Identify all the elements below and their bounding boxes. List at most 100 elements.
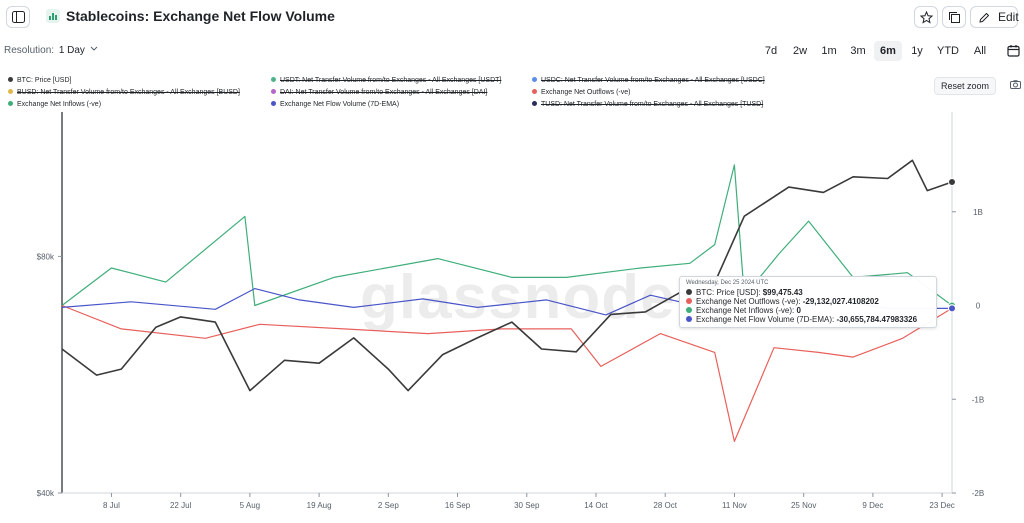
legend-label: USDT: Net Transfer Volume from/to Exchan… — [280, 77, 502, 84]
range-3m[interactable]: 3m — [850, 45, 866, 57]
x-tick-label: 22 Jul — [170, 501, 192, 510]
edit-button[interactable]: Edit — [970, 6, 1019, 28]
tooltip-marker — [686, 298, 692, 304]
series-line-btc-price-usd — [61, 159, 953, 392]
legend-marker — [8, 101, 13, 106]
tooltip-row-net-outflows: Exchange Net Outflows (-ve): -29,132,027… — [686, 297, 879, 306]
top-bar: Stablecoins: Exchange Net Flow Volume Ed… — [0, 0, 1024, 34]
reset-zoom-button[interactable]: Reset zoom — [934, 77, 996, 95]
tooltip-date: Wednesday, Dec 25 2024 UTC — [686, 280, 769, 286]
copy-icon — [949, 12, 960, 23]
x-tick-label: 23 Dec — [929, 501, 954, 510]
range-2w[interactable]: 2w — [792, 45, 808, 57]
chart-tooltip: Wednesday, Dec 25 2024 UTC BTC: Price [U… — [679, 276, 937, 328]
x-tick-label: 8 Jul — [103, 501, 120, 510]
tooltip-value: -30,655,784.47983326 — [836, 315, 918, 324]
x-tick-label: 9 Dec — [862, 501, 883, 510]
legend-label: TUSD: Net Transfer Volume from/to Exchan… — [541, 101, 764, 108]
x-tick-label: 25 Nov — [791, 501, 816, 510]
tooltip-marker — [686, 307, 692, 313]
legend-item-usdc[interactable]: USDC: Net Transfer Volume from/to Exchan… — [532, 76, 765, 85]
legend-label: DAI: Net Transfer Volume from/to Exchang… — [280, 89, 488, 96]
pencil-icon — [979, 12, 990, 23]
x-tick-label: 16 Sep — [445, 501, 471, 510]
legend-marker — [8, 89, 13, 94]
legend-item-dai[interactable]: DAI: Net Transfer Volume from/to Exchang… — [271, 88, 487, 97]
legend-marker — [271, 77, 276, 82]
tooltip-value: -29,132,027.4108202 — [802, 297, 879, 306]
hover-point-marker — [948, 304, 956, 313]
page-title: Stablecoins: Exchange Net Flow Volume — [66, 8, 335, 24]
legend-item-busd[interactable]: BUSD: Net Transfer Volume from/to Exchan… — [8, 88, 240, 97]
range-6m[interactable]: 6m — [874, 41, 902, 61]
x-tick-label: 14 Oct — [584, 501, 608, 510]
legend-item-btc-price[interactable]: BTC: Price [USD] — [8, 76, 71, 85]
calendar-icon[interactable] — [1007, 44, 1020, 57]
y-left-tick-label: $40k — [37, 489, 55, 498]
tooltip-value: $99,475.43 — [762, 288, 803, 297]
resolution-label: Resolution: — [4, 45, 55, 56]
tooltip-marker — [686, 316, 692, 322]
series-line-exchange-net-outflows-ve — [61, 304, 953, 442]
x-tick-label: 5 Aug — [240, 501, 260, 510]
tooltip-row-net-inflows: Exchange Net Inflows (-ve): 0 — [686, 306, 801, 315]
tooltip-marker — [686, 289, 692, 295]
sidebar-icon — [12, 11, 25, 23]
legend-label: BUSD: Net Transfer Volume from/to Exchan… — [17, 89, 240, 96]
resolution-value: 1 Day — [58, 45, 85, 56]
legend-label: USDC: Net Transfer Volume from/to Exchan… — [541, 77, 765, 84]
tooltip-label: Exchange Net Outflows (-ve): — [696, 297, 801, 306]
tooltip-label: BTC: Price [USD]: — [696, 288, 761, 297]
y-right-tick-label: -2B — [972, 489, 984, 498]
series-line-exchange-net-inflows-ve — [61, 164, 953, 307]
y-right-tick-label: 1B — [973, 208, 983, 217]
favorite-button[interactable] — [914, 6, 938, 28]
sidebar-toggle-button[interactable] — [6, 6, 30, 28]
legend-label: BTC: Price [USD] — [17, 77, 72, 84]
range-all[interactable]: All — [973, 45, 987, 57]
tooltip-label: Exchange Net Flow Volume (7D-EMA): — [696, 315, 835, 324]
legend-item-net-inflows[interactable]: Exchange Net Inflows (-ve) — [8, 100, 101, 109]
legend-marker — [271, 101, 276, 106]
chart-icon — [46, 9, 60, 23]
camera-icon[interactable] — [1010, 80, 1021, 89]
copy-button[interactable] — [942, 6, 966, 28]
x-tick-label: 11 Nov — [722, 501, 747, 510]
range-1m[interactable]: 1m — [821, 45, 837, 57]
legend-marker — [532, 77, 537, 82]
legend-label: Exchange Net Outflows (-ve) — [541, 89, 631, 96]
chart-markers — [948, 178, 956, 313]
x-tick-label: 30 Sep — [514, 501, 540, 510]
x-tick-label: 19 Aug — [307, 501, 332, 510]
legend-label: Exchange Net Flow Volume (7D-EMA) — [280, 101, 400, 108]
y-right-tick-label: -1B — [972, 395, 984, 404]
y-right-tick-label: 0 — [976, 302, 981, 311]
tooltip-value: 0 — [796, 306, 801, 315]
legend-marker — [8, 77, 13, 82]
range-ytd[interactable]: YTD — [937, 45, 959, 57]
chart-axes: $40k $80k -2B -1B 0 1B 8 Jul 22 Jul 5 Aug 19 Aug 2… — [37, 112, 984, 510]
legend-marker — [271, 89, 276, 94]
x-tick-label: 28 Oct — [653, 501, 677, 510]
hover-point-marker — [948, 178, 956, 187]
range-7d[interactable]: 7d — [764, 45, 778, 57]
legend-item-usdt[interactable]: USDT: Net Transfer Volume from/to Exchan… — [271, 76, 501, 85]
range-1y[interactable]: 1y — [911, 45, 923, 57]
edit-label: Edit — [998, 10, 1019, 24]
star-icon — [920, 11, 933, 24]
tooltip-row-btc-price: BTC: Price [USD]: $99,475.43 — [686, 288, 803, 297]
chevron-down-icon — [90, 46, 98, 51]
legend-item-net-outflows[interactable]: Exchange Net Outflows (-ve) — [532, 88, 630, 97]
resolution-selector[interactable]: Resolution: 1 Day — [4, 45, 98, 56]
tooltip-label: Exchange Net Inflows (-ve): — [696, 306, 795, 315]
legend-marker — [532, 89, 537, 94]
legend-item-net-flow-ema[interactable]: Exchange Net Flow Volume (7D-EMA) — [271, 100, 399, 109]
legend-label: Exchange Net Inflows (-ve) — [17, 101, 102, 108]
legend-item-tusd[interactable]: TUSD: Net Transfer Volume from/to Exchan… — [532, 100, 763, 109]
x-tick-label: 2 Sep — [378, 501, 399, 510]
watermark: glassnode — [360, 263, 676, 332]
legend-marker — [532, 101, 537, 106]
y-left-tick-label: $80k — [37, 252, 55, 261]
tooltip-row-net-flow-ema: Exchange Net Flow Volume (7D-EMA): -30,6… — [686, 315, 917, 324]
